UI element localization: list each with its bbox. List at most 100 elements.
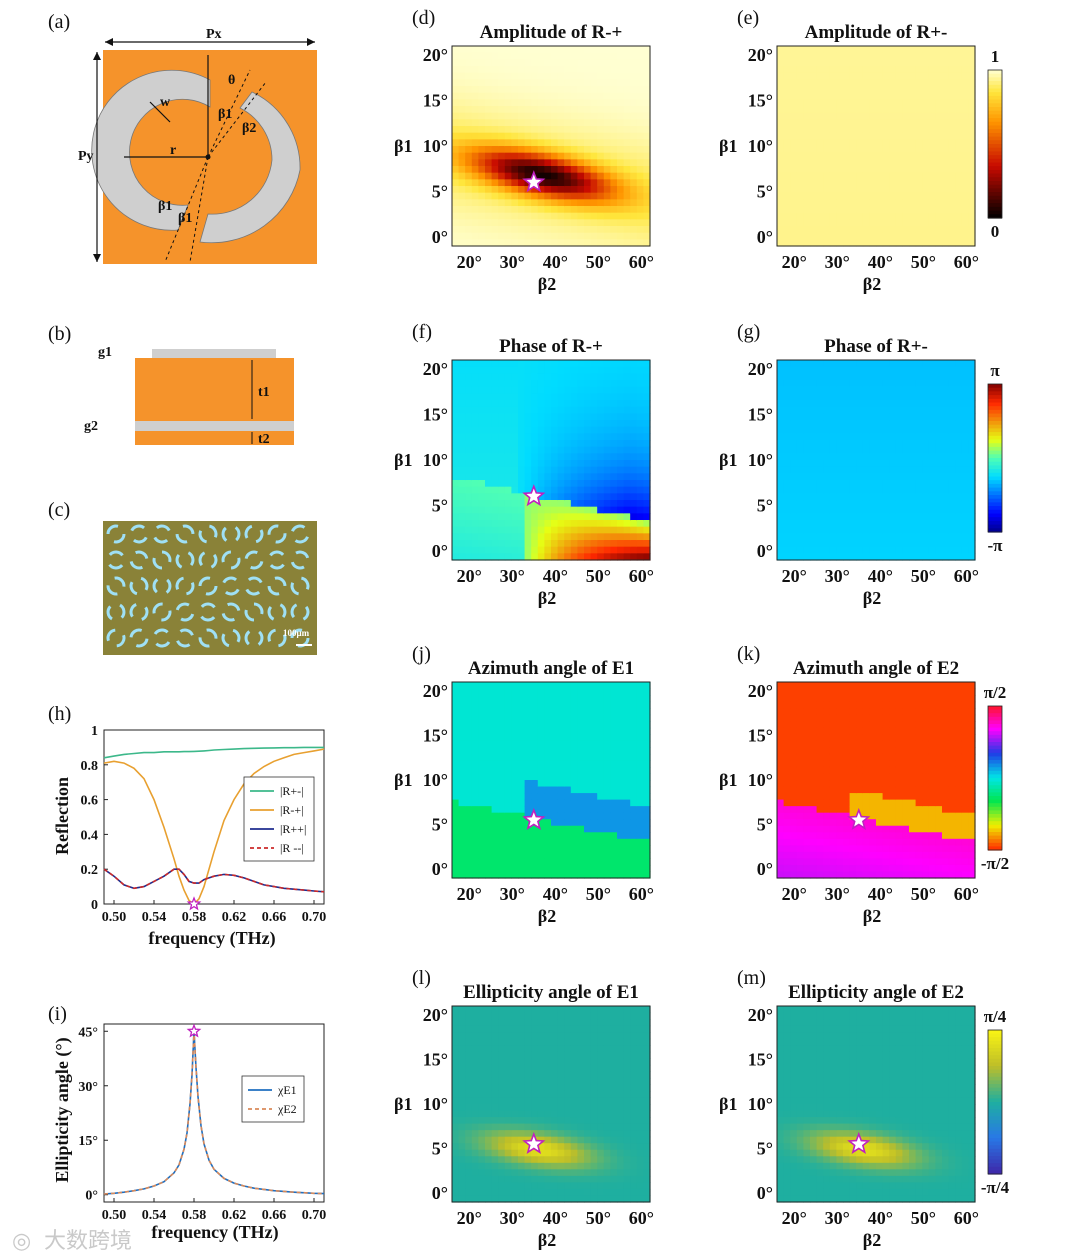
heatmap-cell: [630, 106, 638, 114]
colorbar-swatch: [988, 114, 1002, 119]
heatmap-cell: [544, 212, 552, 220]
heatmap-cell: [531, 553, 539, 561]
heatmap-cell: [564, 152, 572, 160]
heatmap-cell: [889, 540, 897, 548]
heatmap-cell: [617, 79, 625, 87]
heatmap-cell: [603, 179, 611, 187]
heatmap-cell: [823, 433, 831, 441]
heatmap-cell: [823, 139, 831, 147]
heatmap-cell: [790, 864, 798, 873]
heatmap-cell: [485, 99, 493, 107]
heatmap-cell: [856, 212, 864, 220]
heatmap-cell: [491, 473, 499, 481]
heatmap-cell: [610, 360, 618, 368]
heatmap-cell: [823, 546, 831, 554]
heatmap-cell: [570, 486, 578, 494]
heatmap-cell: [584, 714, 592, 722]
heatmap-cell: [790, 420, 798, 428]
heatmap-cell: [531, 159, 539, 167]
heatmap-cell: [551, 186, 559, 194]
heatmap-cell: [803, 139, 811, 147]
heatmap-cell: [816, 79, 824, 87]
heatmap-cell: [478, 825, 486, 833]
heatmap-cell: [829, 239, 837, 247]
heatmap-cell: [617, 864, 625, 873]
heatmap-cell: [796, 380, 804, 388]
heatmap-cell: [603, 682, 611, 690]
x-tick-label: 50°: [911, 252, 936, 272]
heatmap-cell: [895, 420, 903, 428]
heatmap-cell: [465, 493, 473, 501]
x-tick-label: 20°: [457, 252, 482, 272]
micrograph-ring: [210, 553, 218, 569]
y-tick-label: 0°: [757, 227, 773, 247]
heatmap-cell: [465, 52, 473, 60]
heatmap-cell: [636, 46, 644, 54]
heatmap-cell: [485, 734, 493, 742]
y-axis-label: β1: [394, 136, 412, 156]
heatmap-cell: [557, 682, 565, 690]
heatmap-cell: [643, 52, 651, 60]
heatmap-cell: [465, 59, 473, 67]
heatmap-cell: [504, 493, 512, 501]
heatmap-cell: [810, 380, 818, 388]
heatmap-cell: [518, 825, 526, 833]
heatmap-cell: [935, 400, 943, 408]
heatmap-cell: [810, 92, 818, 100]
heatmap-cell: [783, 500, 791, 508]
heatmap-cell: [895, 226, 903, 234]
heatmap-cell: [524, 166, 532, 174]
heatmap-cell: [856, 106, 864, 114]
heatmap-cell: [491, 366, 499, 374]
beta2-guide-line: [207, 81, 267, 158]
heatmap-cell: [471, 500, 479, 508]
heatmap-cell: [948, 520, 956, 528]
heatmap-cell: [577, 126, 585, 134]
heatmap-cell: [557, 864, 565, 873]
heatmap-cell: [935, 59, 943, 67]
heatmap-cell: [518, 747, 526, 755]
heatmap-cell: [511, 513, 519, 521]
heatmap-cell: [948, 386, 956, 394]
heatmap-cell: [928, 500, 936, 508]
heatmap-cell: [636, 533, 644, 541]
heatmap-cell: [485, 864, 493, 873]
heatmap-cell: [452, 212, 460, 220]
heatmap-cell: [955, 500, 963, 508]
heatmap-cell: [895, 446, 903, 454]
heatmap-cell: [452, 466, 460, 474]
heatmap-cell: [882, 493, 890, 501]
heatmap-cell: [928, 146, 936, 154]
heatmap-cell: [790, 59, 798, 67]
heatmap-cell: [623, 440, 631, 448]
heatmap-cell: [590, 786, 598, 794]
heatmap-cell: [458, 192, 466, 200]
colorbar-swatch: [988, 469, 1002, 474]
colorbar-swatch: [988, 92, 1002, 97]
heatmap-cell: [544, 688, 552, 696]
heatmap-cell: [617, 553, 625, 561]
y-tick-label: 0: [91, 898, 98, 913]
heatmap-cell: [955, 366, 963, 374]
heatmap-cell: [636, 59, 644, 67]
heatmap-cell: [518, 179, 526, 187]
heatmap-cell: [636, 126, 644, 134]
heatmap-cell: [902, 172, 910, 180]
heatmap-cell: [617, 226, 625, 234]
heatmap-cell: [537, 825, 545, 833]
heatmap-cell: [829, 59, 837, 67]
heatmap-cell: [643, 239, 651, 247]
heatmap-cell: [584, 825, 592, 833]
heatmap-cell: [590, 106, 598, 114]
heatmap-cell: [823, 99, 831, 107]
heatmap-cell: [584, 426, 592, 434]
heatmap-cell: [783, 380, 791, 388]
heatmap-cell: [537, 79, 545, 87]
heatmap-cell: [823, 79, 831, 87]
heatmap-cell: [603, 480, 611, 488]
heatmap-cell: [862, 366, 870, 374]
heatmap-cell: [597, 386, 605, 394]
h-ylabel: Reflection: [52, 777, 72, 855]
heatmap-cell: [849, 79, 857, 87]
heatmap-cell: [849, 186, 857, 194]
